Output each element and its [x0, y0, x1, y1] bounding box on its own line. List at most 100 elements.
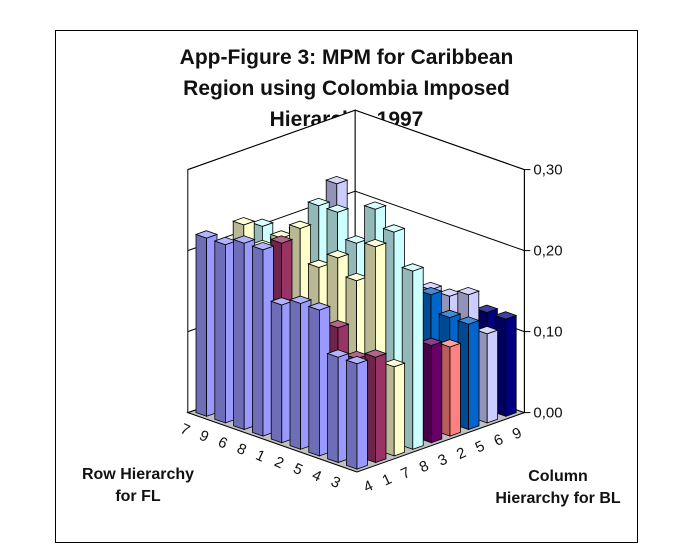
bar-top — [345, 355, 369, 365]
row-category-label: 8 — [234, 440, 249, 459]
bar — [194, 230, 219, 417]
column-axis-title-line: Column — [528, 468, 588, 485]
bar-top — [325, 250, 350, 259]
column-category-label: 6 — [491, 431, 506, 450]
bar-top — [307, 302, 332, 311]
bar-top — [194, 230, 219, 239]
bar-top — [306, 197, 331, 207]
bar-side-left — [214, 240, 226, 424]
bar — [345, 355, 369, 470]
bar-top — [363, 238, 388, 248]
bar-top — [324, 175, 349, 185]
row-category-label: 7 — [178, 420, 193, 439]
row-category-label: 2 — [272, 453, 287, 472]
bar-top — [382, 224, 406, 233]
bar — [288, 295, 313, 450]
bar-side-left — [195, 233, 208, 417]
bar-top — [437, 309, 462, 319]
row-category-label: 1 — [253, 447, 268, 466]
bar — [232, 235, 256, 431]
row-axis-title: Row Hierarchy for FL — [62, 464, 214, 508]
bar-side-right — [375, 352, 387, 464]
bar — [475, 325, 499, 424]
bar — [382, 358, 406, 457]
row-category-label: 4 — [309, 467, 324, 486]
column-category-label: 7 — [398, 464, 413, 483]
bar-top — [475, 304, 499, 313]
bar-top — [288, 295, 313, 304]
column-category-label: 1 — [380, 471, 395, 490]
bar — [438, 339, 462, 437]
bar-top — [419, 337, 444, 346]
bar-top — [437, 288, 462, 297]
bar — [251, 241, 275, 437]
bar-top — [344, 272, 369, 282]
bar-top — [344, 235, 369, 244]
bar-top — [382, 358, 406, 368]
bar-top — [456, 316, 481, 325]
row-category-label: 9 — [197, 427, 212, 446]
column-axis-title: Column Hierarchy for BL — [482, 466, 634, 510]
bar-top — [326, 349, 350, 358]
bar-top — [326, 319, 350, 329]
bar-side-left — [270, 300, 283, 444]
bar-side-right — [449, 342, 461, 437]
bar — [269, 297, 294, 444]
bar-side-left — [345, 359, 358, 470]
row-axis-title-line: for FL — [115, 488, 161, 505]
bar — [326, 349, 350, 464]
bar-top — [363, 349, 388, 358]
bar-side-right — [505, 314, 517, 417]
bar-top — [475, 325, 499, 335]
column-category-label: 5 — [473, 438, 488, 457]
bar-top — [231, 217, 256, 226]
bar-side-right — [468, 319, 480, 431]
chart-title-line: App-Figure 3: MPM for Caribbean — [179, 46, 514, 69]
column-category-label: 3 — [435, 451, 450, 470]
bar-top — [400, 263, 425, 272]
bar-side-left — [289, 299, 302, 450]
bar-top — [269, 230, 294, 239]
z-tick-labels: 0,00 0,10 0,20 0,30 — [524, 162, 563, 422]
bar-top — [419, 286, 443, 296]
bar — [493, 311, 518, 417]
bar-top — [418, 281, 443, 291]
bar-side-right — [356, 359, 368, 470]
bar-top — [269, 297, 294, 306]
column-category-label: 9 — [510, 424, 525, 443]
bar — [456, 316, 481, 431]
bar — [400, 263, 425, 450]
bar-top — [325, 204, 350, 213]
z-tick-label: 0,10 — [533, 324, 562, 341]
bars — [194, 175, 518, 470]
row-category-label: 6 — [215, 434, 230, 453]
bar-top — [344, 350, 369, 360]
bar-top — [363, 201, 387, 210]
bar-side-right — [412, 266, 424, 450]
bar-side-right — [430, 341, 443, 444]
bar-side-left — [233, 238, 245, 431]
z-tick-label: 0,30 — [533, 162, 562, 179]
bar — [307, 302, 332, 457]
chart-title: App-Figure 3: MPM for Caribbean Region u… — [55, 42, 638, 135]
column-category-label: 8 — [417, 457, 432, 476]
bar-top — [269, 235, 294, 244]
bar-side-left — [327, 352, 339, 464]
bar-top — [250, 218, 275, 227]
row-axis-title-line: Row Hierarchy — [81, 466, 195, 483]
bar-top — [307, 259, 331, 268]
row-category-label: 5 — [291, 460, 306, 479]
bar-top — [213, 236, 238, 246]
column-category-label: 4 — [361, 477, 376, 496]
bar-top — [232, 235, 256, 244]
z-tick-label: 0,00 — [533, 405, 562, 422]
bar-side-left — [308, 305, 320, 457]
bar — [363, 349, 388, 464]
column-axis-title-line: Hierarchy for BL — [495, 490, 621, 507]
bar-top — [438, 339, 462, 348]
bar-side-right — [486, 329, 499, 424]
gridline — [187, 109, 525, 171]
bar — [419, 337, 444, 444]
z-tick-label: 0,20 — [533, 243, 562, 260]
